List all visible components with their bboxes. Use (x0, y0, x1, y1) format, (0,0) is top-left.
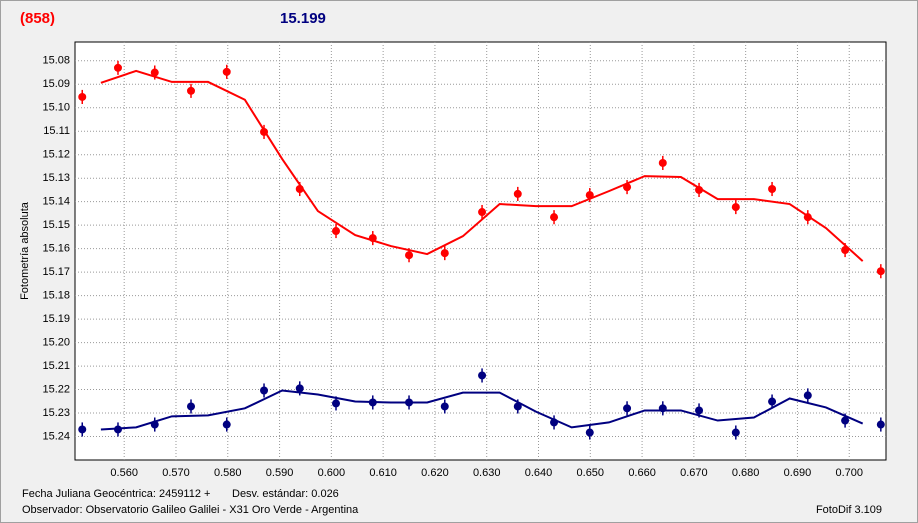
y-tick-label: 15.20 (42, 336, 70, 348)
data-point (440, 402, 449, 411)
data-point (295, 384, 304, 393)
data-point (876, 267, 885, 276)
data-point (658, 404, 667, 413)
data-point (731, 428, 740, 437)
data-point (876, 420, 885, 429)
x-tick-label: 0.660 (628, 467, 656, 479)
data-point (113, 425, 122, 434)
data-point (658, 158, 667, 167)
data-point (731, 203, 740, 212)
data-point (222, 420, 231, 429)
data-point (513, 189, 522, 198)
x-tick-label: 0.560 (110, 467, 138, 479)
data-point (187, 402, 196, 411)
y-tick-label: 15.11 (43, 125, 70, 137)
x-tick-label: 0.570 (162, 467, 190, 479)
data-point (440, 249, 449, 258)
data-point (550, 213, 559, 222)
data-point (368, 398, 377, 407)
data-point (260, 386, 269, 395)
data-point (78, 425, 87, 434)
data-point (841, 246, 850, 255)
y-tick-label: 15.09 (42, 78, 70, 90)
data-point (78, 92, 87, 101)
fit-line (100, 389, 864, 431)
data-point (768, 397, 777, 406)
x-tick-label: 0.600 (318, 467, 346, 479)
y-tick-label: 15.17 (42, 266, 70, 278)
data-point (695, 185, 704, 194)
data-point (478, 208, 487, 217)
x-tick-label: 0.620 (421, 467, 449, 479)
x-tick-label: 0.590 (266, 467, 294, 479)
y-tick-label: 15.15 (42, 219, 70, 231)
magnitude: 15.199 (280, 10, 326, 27)
y-tick-label: 15.21 (42, 360, 70, 372)
x-tick-label: 0.670 (680, 467, 708, 479)
y-tick-label: 15.22 (42, 383, 70, 395)
y-axis-label: Fotometría absoluta (19, 201, 31, 300)
data-point (513, 402, 522, 411)
fit-line (100, 69, 864, 262)
footer-observer: Observador: Observatorio Galileo Galilei… (22, 504, 359, 516)
y-tick-label: 15.24 (42, 430, 70, 442)
data-point (695, 406, 704, 415)
data-point (295, 185, 304, 194)
data-point (585, 428, 594, 437)
data-point (405, 251, 414, 260)
x-tick-label: 0.610 (369, 467, 397, 479)
x-tick-label: 0.580 (214, 467, 242, 479)
data-point (332, 227, 341, 236)
footer-date: Fecha Juliana Geocéntrica: 2459112 + (22, 488, 210, 500)
x-tick-label: 0.640 (525, 467, 553, 479)
y-tick-label: 15.23 (42, 407, 70, 419)
data-point (150, 420, 159, 429)
data-point (623, 183, 632, 192)
data-point (803, 213, 812, 222)
data-point (222, 67, 231, 76)
object-id: (858) (20, 10, 55, 27)
x-tick-label: 0.680 (732, 467, 760, 479)
y-tick-label: 15.12 (42, 149, 70, 161)
data-point (187, 86, 196, 95)
y-tick-label: 15.16 (42, 243, 70, 255)
data-point (332, 399, 341, 408)
x-tick-label: 0.700 (835, 467, 863, 479)
data-point (478, 371, 487, 380)
x-tick-label: 0.630 (473, 467, 501, 479)
data-point (803, 391, 812, 400)
data-point (768, 185, 777, 194)
data-point (113, 63, 122, 72)
y-tick-label: 15.08 (42, 55, 70, 67)
y-tick-label: 15.19 (42, 313, 70, 325)
data-point (550, 418, 559, 427)
data-point (841, 416, 850, 425)
data-point (260, 127, 269, 136)
footer-stdev: Desv. estándar: 0.026 (232, 488, 339, 500)
data-point (623, 404, 632, 413)
footer-software: FotoDif 3.109 (816, 504, 882, 516)
x-tick-label: 0.650 (577, 467, 605, 479)
y-tick-label: 15.13 (42, 172, 70, 184)
data-point (150, 68, 159, 77)
plot-area (74, 41, 887, 461)
data-point (405, 398, 414, 407)
y-tick-label: 15.18 (42, 290, 70, 302)
y-tick-label: 15.14 (42, 196, 70, 208)
x-tick-label: 0.690 (784, 467, 812, 479)
data-point (368, 234, 377, 243)
data-point (585, 191, 594, 200)
y-tick-label: 15.10 (42, 102, 70, 114)
